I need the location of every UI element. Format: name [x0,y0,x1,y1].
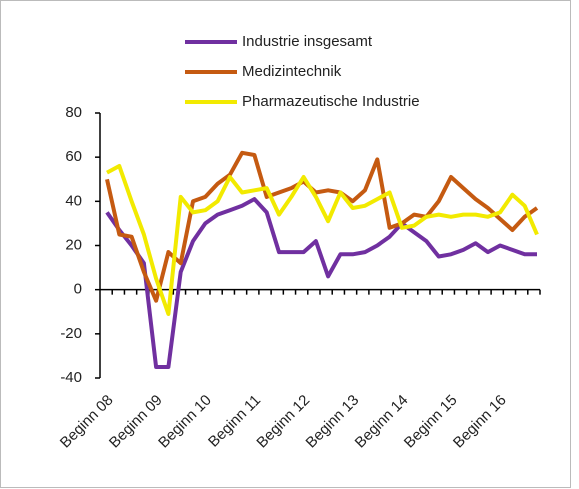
series-line [105,197,537,369]
legend-label: Medizintechnik [242,63,342,80]
legend-label: Industrie insgesamt [242,33,373,50]
series-line [105,150,539,303]
y-tick-label: 40 [65,192,82,209]
legend-label: Pharmazeutische Industrie [242,93,420,110]
y-tick-label: 20 [65,236,82,253]
y-tick-label: 0 [74,281,82,298]
y-tick-label: -20 [60,325,82,342]
y-tick-label: -40 [60,369,82,386]
series-line [106,164,539,316]
y-tick-label: 60 [65,148,82,165]
y-tick-label: 80 [65,104,82,121]
